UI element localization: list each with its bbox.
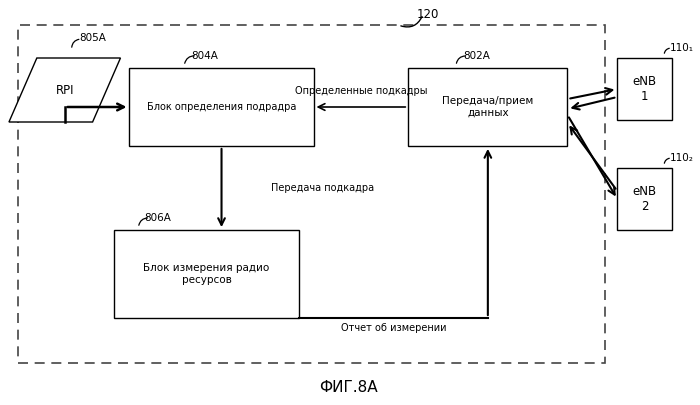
Bar [130, 68, 314, 146]
Text: Блок определения подрадра: Блок определения подрадра [147, 102, 296, 112]
Text: Определенные подкадры: Определенные подкадры [295, 86, 427, 96]
Bar [18, 25, 606, 363]
Text: eNB
1: eNB 1 [633, 75, 657, 103]
Text: 120: 120 [417, 8, 440, 21]
Text: 805A: 805A [80, 33, 106, 43]
Text: 802A: 802A [463, 51, 490, 61]
Bar [115, 230, 299, 318]
Text: eNB
2: eNB 2 [633, 185, 657, 213]
Bar [408, 68, 568, 146]
Text: 804A: 804A [191, 51, 218, 61]
Text: ФИГ.8А: ФИГ.8А [319, 381, 378, 396]
Polygon shape [9, 58, 120, 122]
Text: 110₂: 110₂ [670, 153, 694, 163]
Text: Блок измерения радио
ресурсов: Блок измерения радио ресурсов [144, 263, 270, 285]
Text: RPI: RPI [55, 83, 74, 96]
Bar [617, 168, 672, 230]
Text: Передача подкадра: Передача подкадра [272, 183, 375, 193]
Bar [617, 58, 672, 120]
Text: Передача/прием
данных: Передача/прием данных [442, 96, 533, 118]
Text: 806A: 806A [144, 213, 172, 223]
Text: Отчет об измерении: Отчет об измерении [340, 323, 446, 333]
Text: 110₁: 110₁ [670, 43, 694, 53]
